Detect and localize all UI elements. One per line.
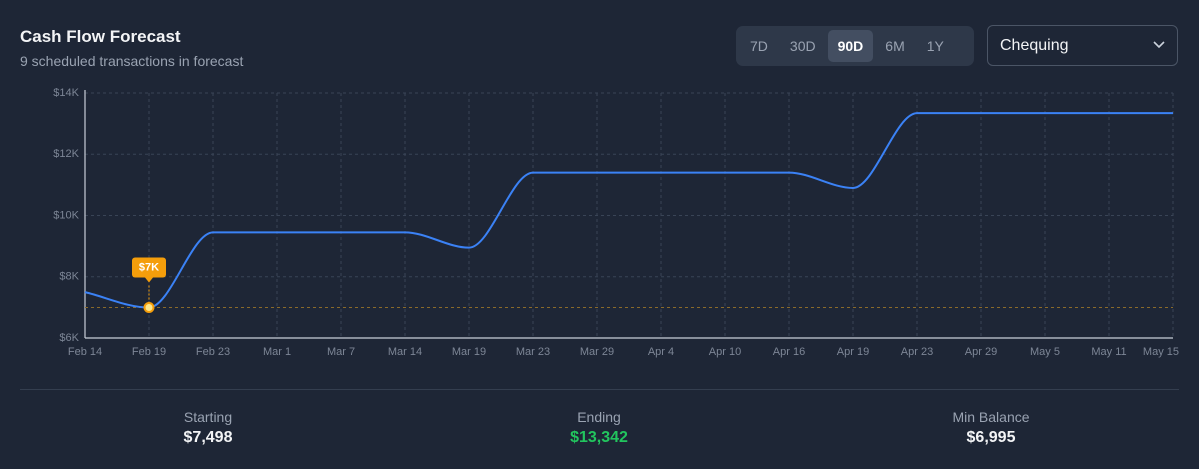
y-tick-label: $8K [59,271,79,283]
range-button[interactable]: 30D [789,38,816,54]
x-tick-label: Mar 14 [388,346,422,358]
x-tick-label: Apr 16 [773,346,805,358]
x-tick-label: Apr 29 [965,346,997,358]
x-tick-label: Apr 4 [648,346,674,358]
x-tick-label: May 15 [1143,346,1179,358]
y-tick-label: $10K [53,209,79,221]
range-button[interactable]: 7D [750,38,768,54]
range-button[interactable]: 6M [885,38,905,54]
range-button[interactable]: 90D [827,30,874,62]
stat: Min Balance $6,995 [871,409,1111,447]
x-tick-label: Apr 10 [709,346,741,358]
x-tick-label: Feb 23 [196,346,230,358]
x-tick-label: Feb 14 [68,346,102,358]
min-tooltip-arrow [145,277,153,283]
stat-label: Min Balance [952,409,1030,425]
chart: $6K $8K $10K $12K $14K Feb 14 Feb 19 Feb 23 Mar … [53,87,1179,358]
chevron [1153,41,1165,49]
stat: Starting $7,498 [88,409,328,447]
x-tick-label: Mar 7 [327,346,355,358]
stat-value: $6,995 [966,429,1016,446]
min-marker [143,302,155,314]
separator [20,389,1179,390]
min-label: $7K [139,261,159,273]
range-selector: 7D 30D 90D 6M 1Y [736,26,974,66]
balance-line [84,112,1173,309]
x-tick-label: Mar 19 [452,346,486,358]
x-tick-label: Mar 1 [263,346,291,358]
x-tick-label: Mar 23 [516,346,550,358]
stat: Ending $13,342 [479,409,719,447]
stat-value: $7,498 [183,429,233,446]
account-dropdown[interactable]: Chequing [987,25,1178,66]
y-tick-label: $6K [59,332,79,344]
x-tick-label: May 5 [1030,346,1060,358]
account-label: Chequing [1000,37,1069,54]
stat-label: Ending [577,409,621,425]
x-tick-label: Apr 19 [837,346,869,358]
range-button[interactable]: 1Y [926,38,944,54]
stat-label: Starting [183,409,233,425]
x-tick-label: Feb 19 [132,346,166,358]
x-tick-label: Apr 23 [901,346,933,358]
stat-value: $13,342 [570,429,628,446]
x-tick-label: May 11 [1091,346,1126,358]
y-tick-label: $12K [53,148,79,160]
y-tick-label: $14K [53,87,79,99]
title: Cash Flow Forecast [20,27,181,46]
x-tick-label: Mar 29 [580,346,614,358]
subtitle: 9 scheduled transactions in forecast [20,53,244,69]
min-tooltip [132,257,166,278]
